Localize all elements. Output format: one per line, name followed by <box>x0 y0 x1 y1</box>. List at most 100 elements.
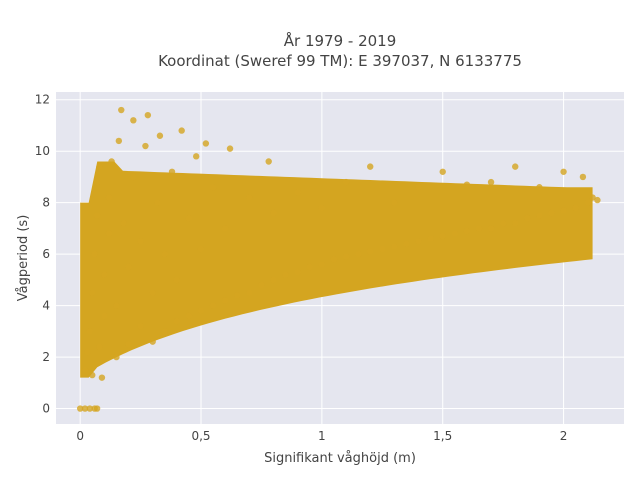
x-tick-label: 0 <box>76 429 84 443</box>
scatter-point <box>463 227 471 235</box>
scatter-point <box>86 328 94 335</box>
scatter-point <box>572 204 579 212</box>
scatter-point <box>209 184 217 191</box>
scatter-point <box>93 212 101 219</box>
scatter-point <box>282 271 289 278</box>
scatter-point <box>105 194 113 201</box>
scatter-point <box>115 137 123 145</box>
scatter-point <box>101 312 108 320</box>
y-axis-ticks: 0 2 4 6 8 10 12 <box>35 93 50 416</box>
scatter-point <box>108 158 115 165</box>
scatter-point <box>234 292 241 299</box>
scatter-point <box>154 199 161 206</box>
scatter-point <box>246 194 253 201</box>
x-tick-label: 1,5 <box>433 429 452 443</box>
scatter-point <box>86 405 94 412</box>
density-cloud <box>80 161 593 378</box>
scatter-point <box>178 127 185 134</box>
scatter-point <box>81 366 89 374</box>
scatter-point <box>226 145 234 152</box>
scatter-point <box>113 353 120 361</box>
scatter-point <box>246 289 253 296</box>
scatter-point <box>330 256 338 263</box>
scatter-point <box>427 235 434 242</box>
scatter-point <box>270 209 277 217</box>
scatter-point <box>105 230 113 237</box>
scatter-point <box>173 317 181 325</box>
scatter-point <box>294 189 301 196</box>
scatter-point <box>294 268 301 276</box>
scatter-point <box>89 371 96 379</box>
scatter-point <box>475 225 483 232</box>
scatter-point <box>451 230 459 237</box>
scatter-point <box>137 238 144 245</box>
scatter-point <box>197 307 205 314</box>
scatter-point <box>367 248 374 255</box>
scatter-point <box>354 250 362 258</box>
scatter-point <box>142 142 149 150</box>
scatter-point <box>118 106 125 114</box>
scatter-point <box>560 207 567 214</box>
y-tick-label: 8 <box>42 196 50 210</box>
scatter-point <box>137 323 144 330</box>
scatter-point <box>258 281 265 289</box>
scatter-point <box>81 405 89 412</box>
scatter-point <box>579 173 587 181</box>
x-tick-label: 1 <box>318 429 326 443</box>
scatter-point <box>168 168 176 175</box>
x-axis-ticks: 0 0,5 1 1,5 2 <box>76 429 567 443</box>
y-axis-label: Vågperiod (s) <box>16 215 31 302</box>
scatter-point <box>270 276 277 284</box>
chart-title: År 1979 - 2019 <box>284 31 397 50</box>
scatter-point <box>96 163 103 170</box>
scatter-point <box>415 184 422 191</box>
scatter-point <box>125 341 132 348</box>
scatter-point <box>209 302 217 309</box>
scatter-point <box>149 338 156 345</box>
scatter-point <box>185 312 193 320</box>
y-tick-label: 2 <box>42 350 50 364</box>
scatter-point <box>84 348 91 356</box>
scatter-point <box>536 212 543 219</box>
scatter-point <box>156 132 164 139</box>
chart-subtitle: Koordinat (Sweref 99 TM): E 397037, N 61… <box>158 52 522 70</box>
scatter-point <box>91 250 98 258</box>
scatter-points <box>76 106 601 412</box>
scatter-point <box>512 163 519 170</box>
y-tick-label: 12 <box>35 93 50 107</box>
y-tick-label: 10 <box>35 144 50 158</box>
y-tick-label: 4 <box>42 299 50 313</box>
scatter-point <box>93 178 101 186</box>
scatter-point <box>161 250 168 258</box>
scatter-point <box>98 374 106 381</box>
scatter-point <box>379 245 386 253</box>
scatter-point <box>76 405 84 412</box>
scatter-point <box>487 178 495 186</box>
scatter-point <box>130 117 137 124</box>
scatter-point <box>306 263 313 271</box>
scatter-point <box>487 225 495 232</box>
scatter-point <box>144 111 152 119</box>
scatter-point <box>125 263 132 271</box>
y-tick-label: 6 <box>42 247 50 261</box>
scatter-point <box>149 289 156 296</box>
scatter-point <box>524 214 531 222</box>
scatter-point <box>120 220 127 227</box>
scatter-point <box>342 253 350 260</box>
scatter-point <box>342 178 350 186</box>
scatter-point <box>130 173 137 181</box>
scatter-point <box>589 194 596 201</box>
x-tick-label: 2 <box>560 429 568 443</box>
scatter-point <box>173 276 181 284</box>
scatter-point <box>594 196 601 204</box>
scatter-point <box>584 199 591 206</box>
scatter-point <box>439 168 446 175</box>
scatter-point <box>512 220 519 227</box>
scatter-point <box>96 343 103 350</box>
scatter-point <box>185 214 193 222</box>
scatter-point <box>439 232 446 240</box>
scatter-point <box>548 209 555 217</box>
scatter-point <box>265 158 272 165</box>
scatter-point <box>93 405 101 412</box>
scatter-point <box>560 168 567 175</box>
